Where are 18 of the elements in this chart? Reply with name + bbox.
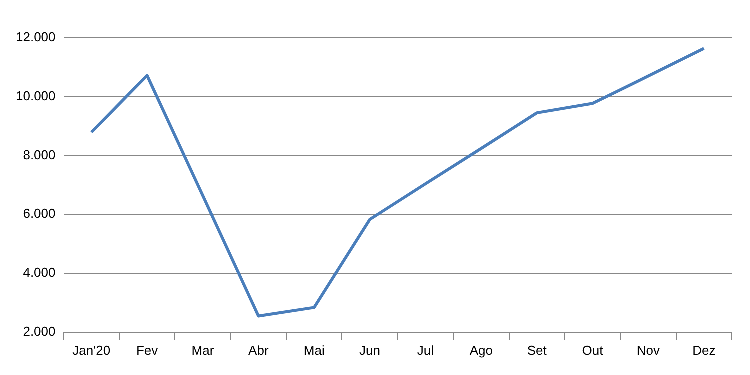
y-tick-label: 10.000 bbox=[16, 88, 56, 104]
y-tick-label: 12.000 bbox=[16, 30, 56, 45]
x-tick-label: Mai bbox=[304, 342, 325, 358]
x-tick-label: Jan'20 bbox=[72, 342, 111, 358]
y-tick-label: 8.000 bbox=[23, 147, 56, 162]
x-tick-label: Ago bbox=[470, 342, 493, 358]
x-tick-label: Out bbox=[582, 342, 604, 358]
y-tick-label: 6.000 bbox=[23, 206, 56, 222]
y-tick-label: 2.000 bbox=[23, 324, 56, 339]
y-tick-label: 4.000 bbox=[23, 265, 56, 280]
x-tick-label: Fev bbox=[136, 342, 159, 358]
x-tick-label: Dez bbox=[692, 342, 716, 358]
x-tick-label: Jul bbox=[417, 342, 434, 358]
x-tick-label: Set bbox=[527, 342, 548, 358]
x-tick-label: Abr bbox=[248, 342, 270, 358]
x-tick-label: Mar bbox=[192, 342, 215, 358]
x-tick-label: Nov bbox=[636, 342, 661, 358]
x-tick-label: Jun bbox=[360, 342, 381, 358]
